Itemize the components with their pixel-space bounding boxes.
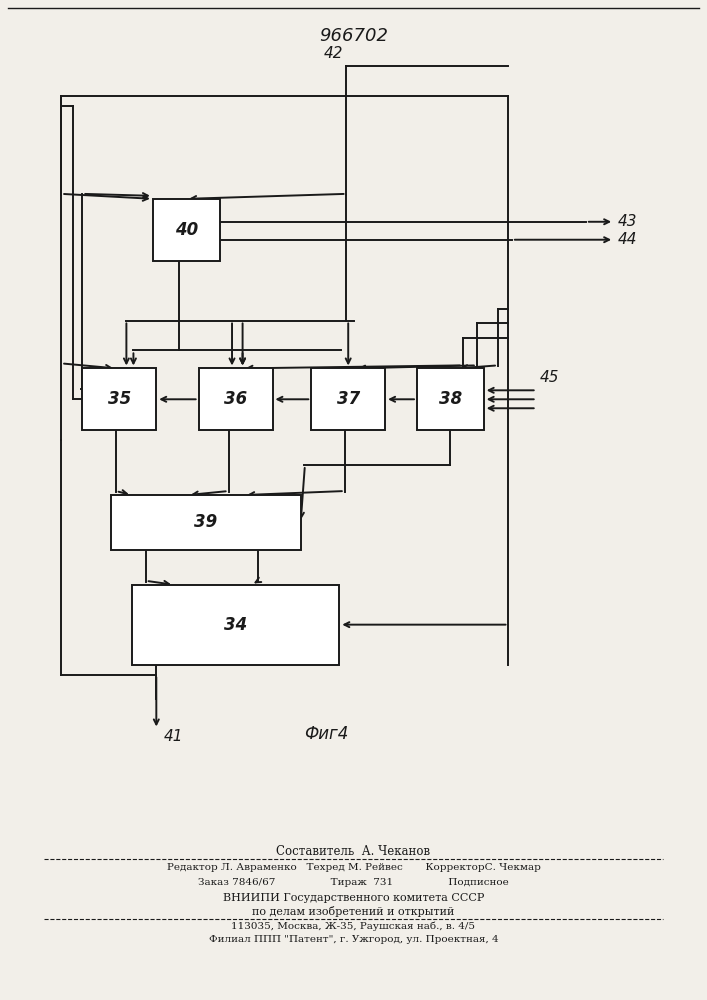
Text: Составитель  А. Чеканов: Составитель А. Чеканов [276,845,431,858]
Text: 41: 41 [163,729,183,744]
Bar [153,199,220,261]
Text: 38: 38 [439,390,462,408]
Text: 43: 43 [618,214,637,229]
Text: 44: 44 [618,232,637,247]
Bar [83,368,156,430]
Text: Заказ 7846/67                 Тираж  731                 Подписное: Заказ 7846/67 Тираж 731 Подписное [198,878,509,887]
Bar [199,368,272,430]
Text: 36: 36 [224,390,247,408]
Bar [417,368,484,430]
Text: 966702: 966702 [319,27,388,45]
Text: 34: 34 [224,616,247,634]
Text: Фиг4: Фиг4 [304,725,349,743]
Text: 45: 45 [540,370,560,385]
Text: 39: 39 [194,513,217,531]
Text: 35: 35 [107,390,131,408]
Text: 42: 42 [323,46,343,61]
Text: ВНИИПИ Государственного комитета СССР: ВНИИПИ Государственного комитета СССР [223,893,484,903]
Text: по делам изобретений и открытий: по делам изобретений и открытий [252,906,455,917]
Text: 40: 40 [175,221,198,239]
Bar [110,495,300,550]
Bar [132,585,339,665]
Text: Редактор Л. Авраменко   Техред М. Рейвес       КорректорС. Чекмар: Редактор Л. Авраменко Техред М. Рейвес К… [167,863,540,872]
Bar [311,368,385,430]
Text: Филиал ППП "Патент", г. Ужгород, ул. Проектная, 4: Филиал ППП "Патент", г. Ужгород, ул. Про… [209,935,498,944]
Text: 113035, Москва, Ж-35, Раушская наб., в. 4/5: 113035, Москва, Ж-35, Раушская наб., в. … [231,921,476,931]
Text: 37: 37 [337,390,360,408]
